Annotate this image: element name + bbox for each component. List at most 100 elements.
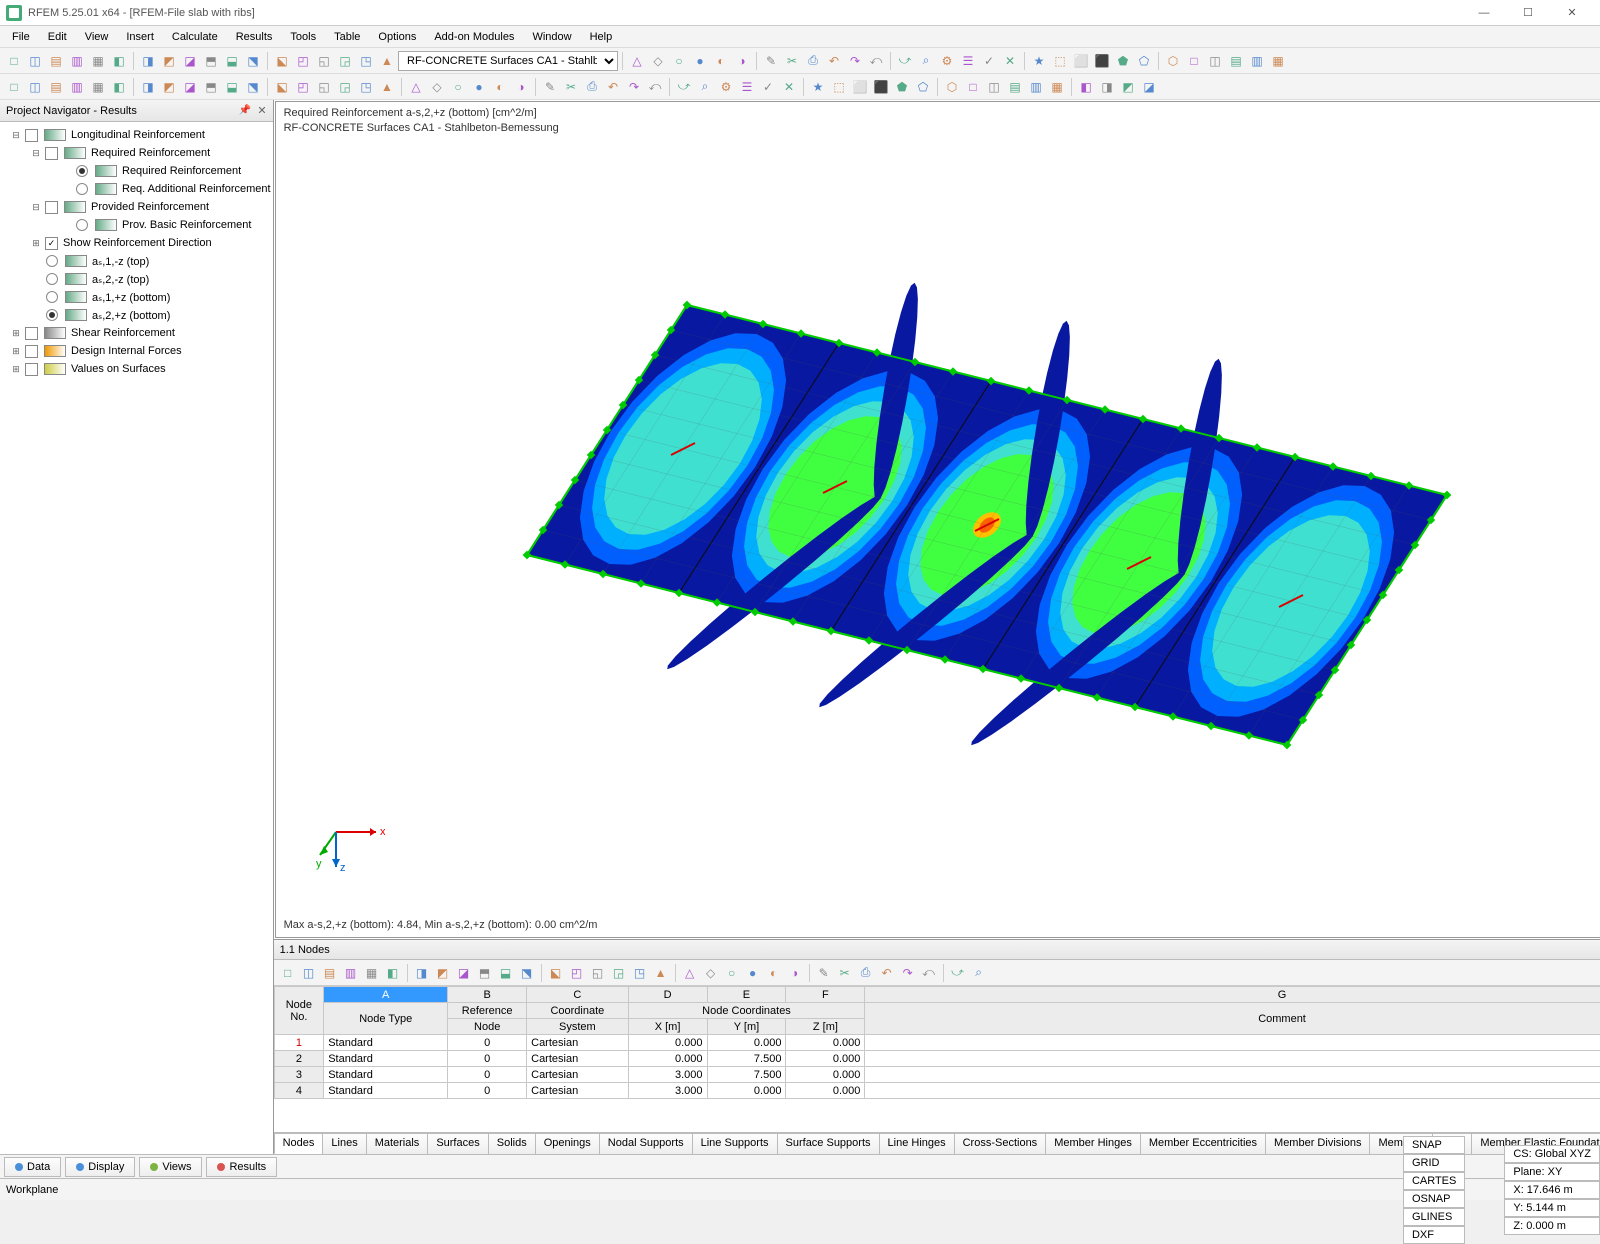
menu-view[interactable]: View	[77, 28, 117, 46]
toolbar-btn[interactable]: ⎙	[582, 77, 602, 97]
toolbar-btn[interactable]: ▤	[46, 77, 66, 97]
toolbar-btn[interactable]: ◨	[412, 963, 432, 983]
toolbar-btn[interactable]: ▤	[320, 963, 340, 983]
toolbar-btn[interactable]: ◧	[383, 963, 403, 983]
tree-item[interactable]: Required Reinforcement	[2, 162, 271, 180]
toolbar-btn[interactable]: ▲	[651, 963, 671, 983]
toolbar-btn[interactable]: ⬛	[1092, 51, 1112, 71]
tab-lines[interactable]: Lines	[322, 1133, 366, 1154]
menu-calculate[interactable]: Calculate	[164, 28, 226, 46]
toolbar-btn[interactable]: ◧	[109, 51, 129, 71]
toolbar-btn[interactable]: ◪	[454, 963, 474, 983]
tree-item[interactable]: ⊟Required Reinforcement	[2, 144, 271, 162]
toolbar-btn[interactable]: ◰	[567, 963, 587, 983]
toolbar-btn[interactable]: ◨	[138, 77, 158, 97]
menu-results[interactable]: Results	[228, 28, 281, 46]
navigator-close-icon[interactable]: ✕	[257, 104, 266, 117]
toolbar-btn[interactable]: ⬔	[243, 51, 263, 71]
tree-item[interactable]: ⊞Values on Surfaces	[2, 360, 271, 378]
toolbar-btn[interactable]: ◱	[314, 77, 334, 97]
tab-openings[interactable]: Openings	[535, 1133, 600, 1154]
nodes-grid[interactable]: NodeNo.ABCDEFGNode TypeReferenceCoordina…	[274, 986, 1600, 1132]
tab-nodes[interactable]: Nodes	[274, 1133, 324, 1154]
toolbar-btn[interactable]: ▦	[88, 77, 108, 97]
tree-item[interactable]: ⊟Longitudinal Reinforcement	[2, 126, 271, 144]
toolbar-btn[interactable]: ☰	[958, 51, 978, 71]
toolbar-btn[interactable]: ↷	[898, 963, 918, 983]
toolbar-btn[interactable]: ▦	[88, 51, 108, 71]
toolbar-btn[interactable]: □	[278, 963, 298, 983]
status-grid[interactable]: GRID	[1403, 1154, 1465, 1172]
toolbar-btn[interactable]: ◐	[711, 51, 731, 71]
toolbar-btn[interactable]: ◑	[785, 963, 805, 983]
tab-surface-supports[interactable]: Surface Supports	[777, 1133, 880, 1154]
toolbar-btn[interactable]: ◩	[1118, 77, 1138, 97]
tab-nodal-supports[interactable]: Nodal Supports	[599, 1133, 693, 1154]
toolbar-btn[interactable]: ⬜	[1071, 51, 1091, 71]
status-glines[interactable]: GLINES	[1403, 1208, 1465, 1226]
tree-item[interactable]: aₛ,2,-z (top)	[2, 270, 271, 288]
toolbar-btn[interactable]: ⬓	[222, 77, 242, 97]
tab-solids[interactable]: Solids	[488, 1133, 536, 1154]
toolbar-btn[interactable]: ◪	[180, 77, 200, 97]
toolbar-btn[interactable]: ▤	[1226, 51, 1246, 71]
toolbar-btn[interactable]: ✎	[761, 51, 781, 71]
toolbar-btn[interactable]: ⬛	[871, 77, 891, 97]
toolbar-btn[interactable]: ◰	[293, 51, 313, 71]
toolbar-btn[interactable]: ▦	[1047, 77, 1067, 97]
status-osnap[interactable]: OSNAP	[1403, 1190, 1465, 1208]
toolbar-btn[interactable]: ◫	[25, 77, 45, 97]
toolbar-btn[interactable]: ✂	[782, 51, 802, 71]
menu-add-on-modules[interactable]: Add-on Modules	[426, 28, 522, 46]
toolbar-btn[interactable]: ◐	[764, 963, 784, 983]
toolbar-btn[interactable]: ◳	[356, 51, 376, 71]
maximize-button[interactable]: ☐	[1506, 0, 1550, 26]
menu-tools[interactable]: Tools	[282, 28, 324, 46]
toolbar-btn[interactable]: ⌕	[916, 51, 936, 71]
toolbar-btn[interactable]: ◨	[1097, 77, 1117, 97]
toolbar-btn[interactable]: □	[4, 51, 24, 71]
toolbar-btn[interactable]: ✕	[779, 77, 799, 97]
tree-item[interactable]: Req. Additional Reinforcement	[2, 180, 271, 198]
toolbar-btn[interactable]: ⬚	[1050, 51, 1070, 71]
toolbar-btn[interactable]: △	[406, 77, 426, 97]
toolbar-btn[interactable]: ◧	[109, 77, 129, 97]
toolbar-btn[interactable]: ◳	[630, 963, 650, 983]
toolbar-btn[interactable]: ▥	[1026, 77, 1046, 97]
toolbar-btn[interactable]: ◲	[609, 963, 629, 983]
toolbar-btn[interactable]: ▤	[1005, 77, 1025, 97]
status-snap[interactable]: SNAP	[1403, 1136, 1465, 1154]
toolbar-btn[interactable]: ⬠	[913, 77, 933, 97]
toolbar-btn[interactable]: ▦	[362, 963, 382, 983]
menu-file[interactable]: File	[4, 28, 38, 46]
toolbar-btn[interactable]: □	[963, 77, 983, 97]
toolbar-btn[interactable]: ⬠	[1134, 51, 1154, 71]
toolbar-btn[interactable]: ▲	[377, 51, 397, 71]
toolbar-btn[interactable]: ◇	[427, 77, 447, 97]
toolbar-btn[interactable]: ●	[743, 963, 763, 983]
toolbar-btn[interactable]: ⬕	[272, 77, 292, 97]
minimize-button[interactable]: —	[1462, 0, 1506, 26]
footer-tab-display[interactable]: Display	[65, 1157, 135, 1177]
toolbar-btn[interactable]: ○	[448, 77, 468, 97]
toolbar-btn[interactable]: □	[1184, 51, 1204, 71]
toolbar-btn[interactable]: ▦	[1268, 51, 1288, 71]
toolbar-btn[interactable]: ◇	[701, 963, 721, 983]
menu-window[interactable]: Window	[524, 28, 579, 46]
footer-tab-data[interactable]: Data	[4, 1157, 61, 1177]
toolbar-btn[interactable]: ⬒	[201, 51, 221, 71]
toolbar-btn[interactable]: ▥	[1247, 51, 1267, 71]
toolbar-btn[interactable]: ◩	[159, 77, 179, 97]
toolbar-btn[interactable]: ⤺	[866, 51, 886, 71]
toolbar-btn[interactable]: ⎙	[856, 963, 876, 983]
toolbar-btn[interactable]: ◱	[314, 51, 334, 71]
toolbar-btn[interactable]: ⌕	[695, 77, 715, 97]
status-dxf[interactable]: DXF	[1403, 1226, 1465, 1244]
toolbar-btn[interactable]: ◳	[356, 77, 376, 97]
toolbar-btn[interactable]: ◫	[1205, 51, 1225, 71]
tab-line-supports[interactable]: Line Supports	[692, 1133, 778, 1154]
tab-member-hinges[interactable]: Member Hinges	[1045, 1133, 1141, 1154]
toolbar-btn[interactable]: ✓	[758, 77, 778, 97]
toolbar-btn[interactable]: ⬒	[475, 963, 495, 983]
tab-surfaces[interactable]: Surfaces	[427, 1133, 488, 1154]
